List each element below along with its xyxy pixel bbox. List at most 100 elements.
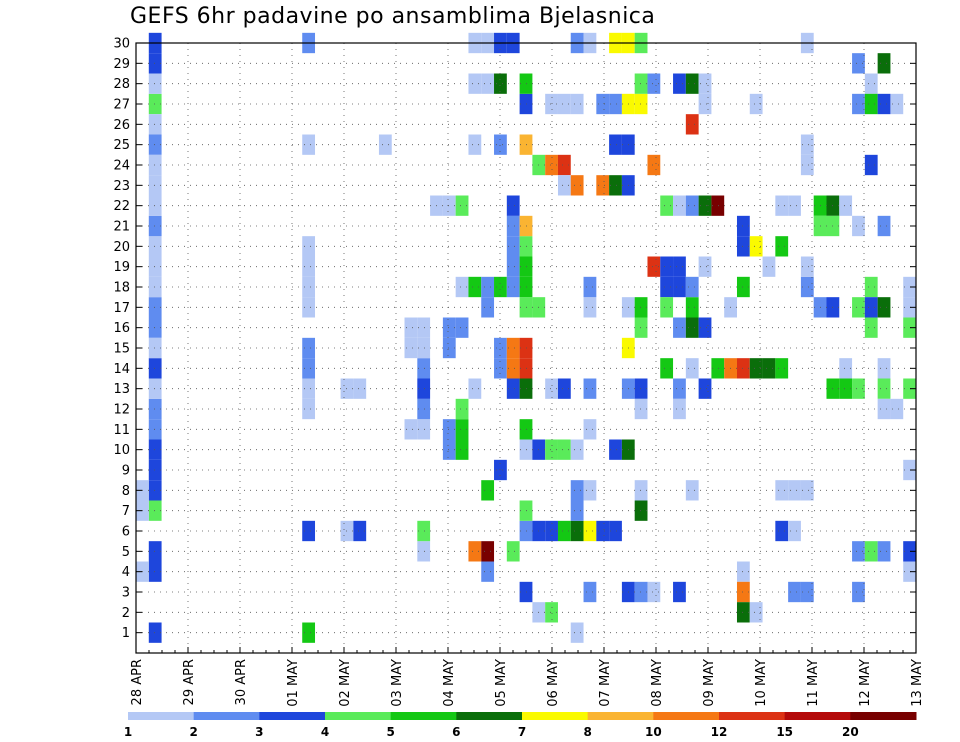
legend-label: 4 xyxy=(321,725,329,739)
heatmap-cell xyxy=(302,520,316,542)
heatmap-cell xyxy=(455,419,469,440)
heatmap-cell xyxy=(481,541,495,562)
y-tick-label: 2 xyxy=(122,606,130,621)
heatmap-cell xyxy=(353,520,367,542)
heatmap-cell xyxy=(417,419,431,440)
heatmap-cell xyxy=(417,337,431,359)
y-axis: 1234567891011121314151617181920212223242… xyxy=(113,37,916,641)
heatmap-cell xyxy=(481,73,495,94)
heatmap-cell xyxy=(442,337,456,359)
heatmap-cell xyxy=(442,419,456,440)
heatmap-cell xyxy=(596,520,610,542)
legend-label: 15 xyxy=(776,725,793,739)
heatmap-cell xyxy=(673,73,686,94)
legend-label: 2 xyxy=(189,725,197,739)
heatmap-cell xyxy=(736,358,750,379)
legend-swatch xyxy=(456,712,523,720)
heatmap-cell xyxy=(634,317,648,338)
heatmap-cell xyxy=(660,276,674,298)
heatmap-cell xyxy=(660,256,674,277)
y-tick-label: 13 xyxy=(113,382,130,397)
heatmap-cell xyxy=(417,358,431,379)
heatmap-cell xyxy=(852,378,865,399)
x-tick-label: 30 APR xyxy=(234,659,249,705)
heatmap-cell xyxy=(494,276,507,298)
heatmap-cell xyxy=(609,520,622,542)
y-tick-label: 25 xyxy=(113,138,130,153)
heatmap-cell xyxy=(557,520,571,542)
heatmap-cell xyxy=(506,195,520,216)
heatmap-cell xyxy=(673,581,686,603)
heatmap-cell xyxy=(647,73,661,94)
heatmap-cell xyxy=(570,622,584,643)
legend-swatch xyxy=(719,712,786,720)
heatmap-cell xyxy=(877,378,891,399)
heatmap-cell xyxy=(148,175,162,196)
heatmap-cell xyxy=(148,134,162,155)
heatmap-cell xyxy=(148,195,162,216)
heatmap-cell xyxy=(864,73,878,94)
x-tick-label: 01 MAY xyxy=(286,659,301,707)
heatmap-cell xyxy=(839,378,853,399)
heatmap-cell xyxy=(148,73,162,94)
heatmap-cell xyxy=(468,276,482,298)
heatmap-cell xyxy=(634,398,648,420)
legend-label: 8 xyxy=(583,725,591,739)
legend-swatch xyxy=(193,712,260,720)
heatmap-cell xyxy=(673,317,686,338)
heatmap-cell xyxy=(148,154,162,176)
x-tick-label: 05 MAY xyxy=(494,659,509,707)
heatmap-cell xyxy=(685,358,699,379)
heatmap-cell xyxy=(148,622,162,643)
legend-label: 12 xyxy=(711,725,728,739)
heatmap-cell xyxy=(647,154,661,176)
heatmap-cell xyxy=(775,480,789,501)
heatmap-cell xyxy=(148,378,162,399)
heatmap-cell xyxy=(673,195,686,216)
heatmap-cell xyxy=(302,622,316,643)
heatmap-cell xyxy=(494,337,507,359)
heatmap-cell xyxy=(557,93,571,115)
y-tick-label: 30 xyxy=(113,37,130,52)
heatmap-cell xyxy=(302,236,316,257)
y-tick-label: 4 xyxy=(122,565,130,580)
heatmap-cell xyxy=(775,195,789,216)
x-tick-label: 08 MAY xyxy=(650,659,665,707)
heatmap-cell xyxy=(852,215,865,237)
x-tick-label: 06 MAY xyxy=(546,659,561,707)
y-tick-label: 23 xyxy=(113,179,130,194)
heatmap-cell xyxy=(864,317,878,338)
heatmap-cell xyxy=(877,215,891,237)
heatmap-cell xyxy=(455,439,469,460)
heatmap-cell xyxy=(775,358,789,379)
heatmap-cell xyxy=(852,581,865,603)
heatmap-cell xyxy=(494,73,507,94)
heatmap-cell xyxy=(673,378,686,399)
heatmap-cell xyxy=(685,317,699,338)
heatmap-cell xyxy=(634,73,648,94)
heatmap-cell xyxy=(545,93,558,115)
heatmap-cell xyxy=(685,73,699,94)
y-tick-label: 5 xyxy=(122,545,130,560)
heatmap-cell xyxy=(647,581,661,603)
legend-swatch xyxy=(784,712,851,720)
heatmap-cell xyxy=(736,276,750,298)
heatmap-cell xyxy=(468,134,482,155)
heatmap-cell xyxy=(864,541,878,562)
heatmap-cell xyxy=(788,520,801,542)
heatmap-cell xyxy=(148,358,162,379)
heatmap-cell xyxy=(583,276,597,298)
y-tick-label: 3 xyxy=(122,586,130,601)
x-tick-label: 07 MAY xyxy=(598,659,613,707)
heatmap-cell xyxy=(148,459,162,481)
x-tick-label: 03 MAY xyxy=(390,659,405,707)
x-axis: 28 APR 29 APR 30 APR 01 MAY 02 MAY 03 MAY 04 M… xyxy=(130,647,925,707)
heatmap-cell xyxy=(148,317,162,338)
heatmap-cell xyxy=(852,93,865,115)
heatmap-cell xyxy=(545,602,558,623)
heatmap-cell xyxy=(148,256,162,277)
heatmap-cell xyxy=(494,358,507,379)
heatmap-cell xyxy=(903,541,916,562)
heatmap-cell xyxy=(877,53,891,74)
heatmap-cell xyxy=(788,195,801,216)
